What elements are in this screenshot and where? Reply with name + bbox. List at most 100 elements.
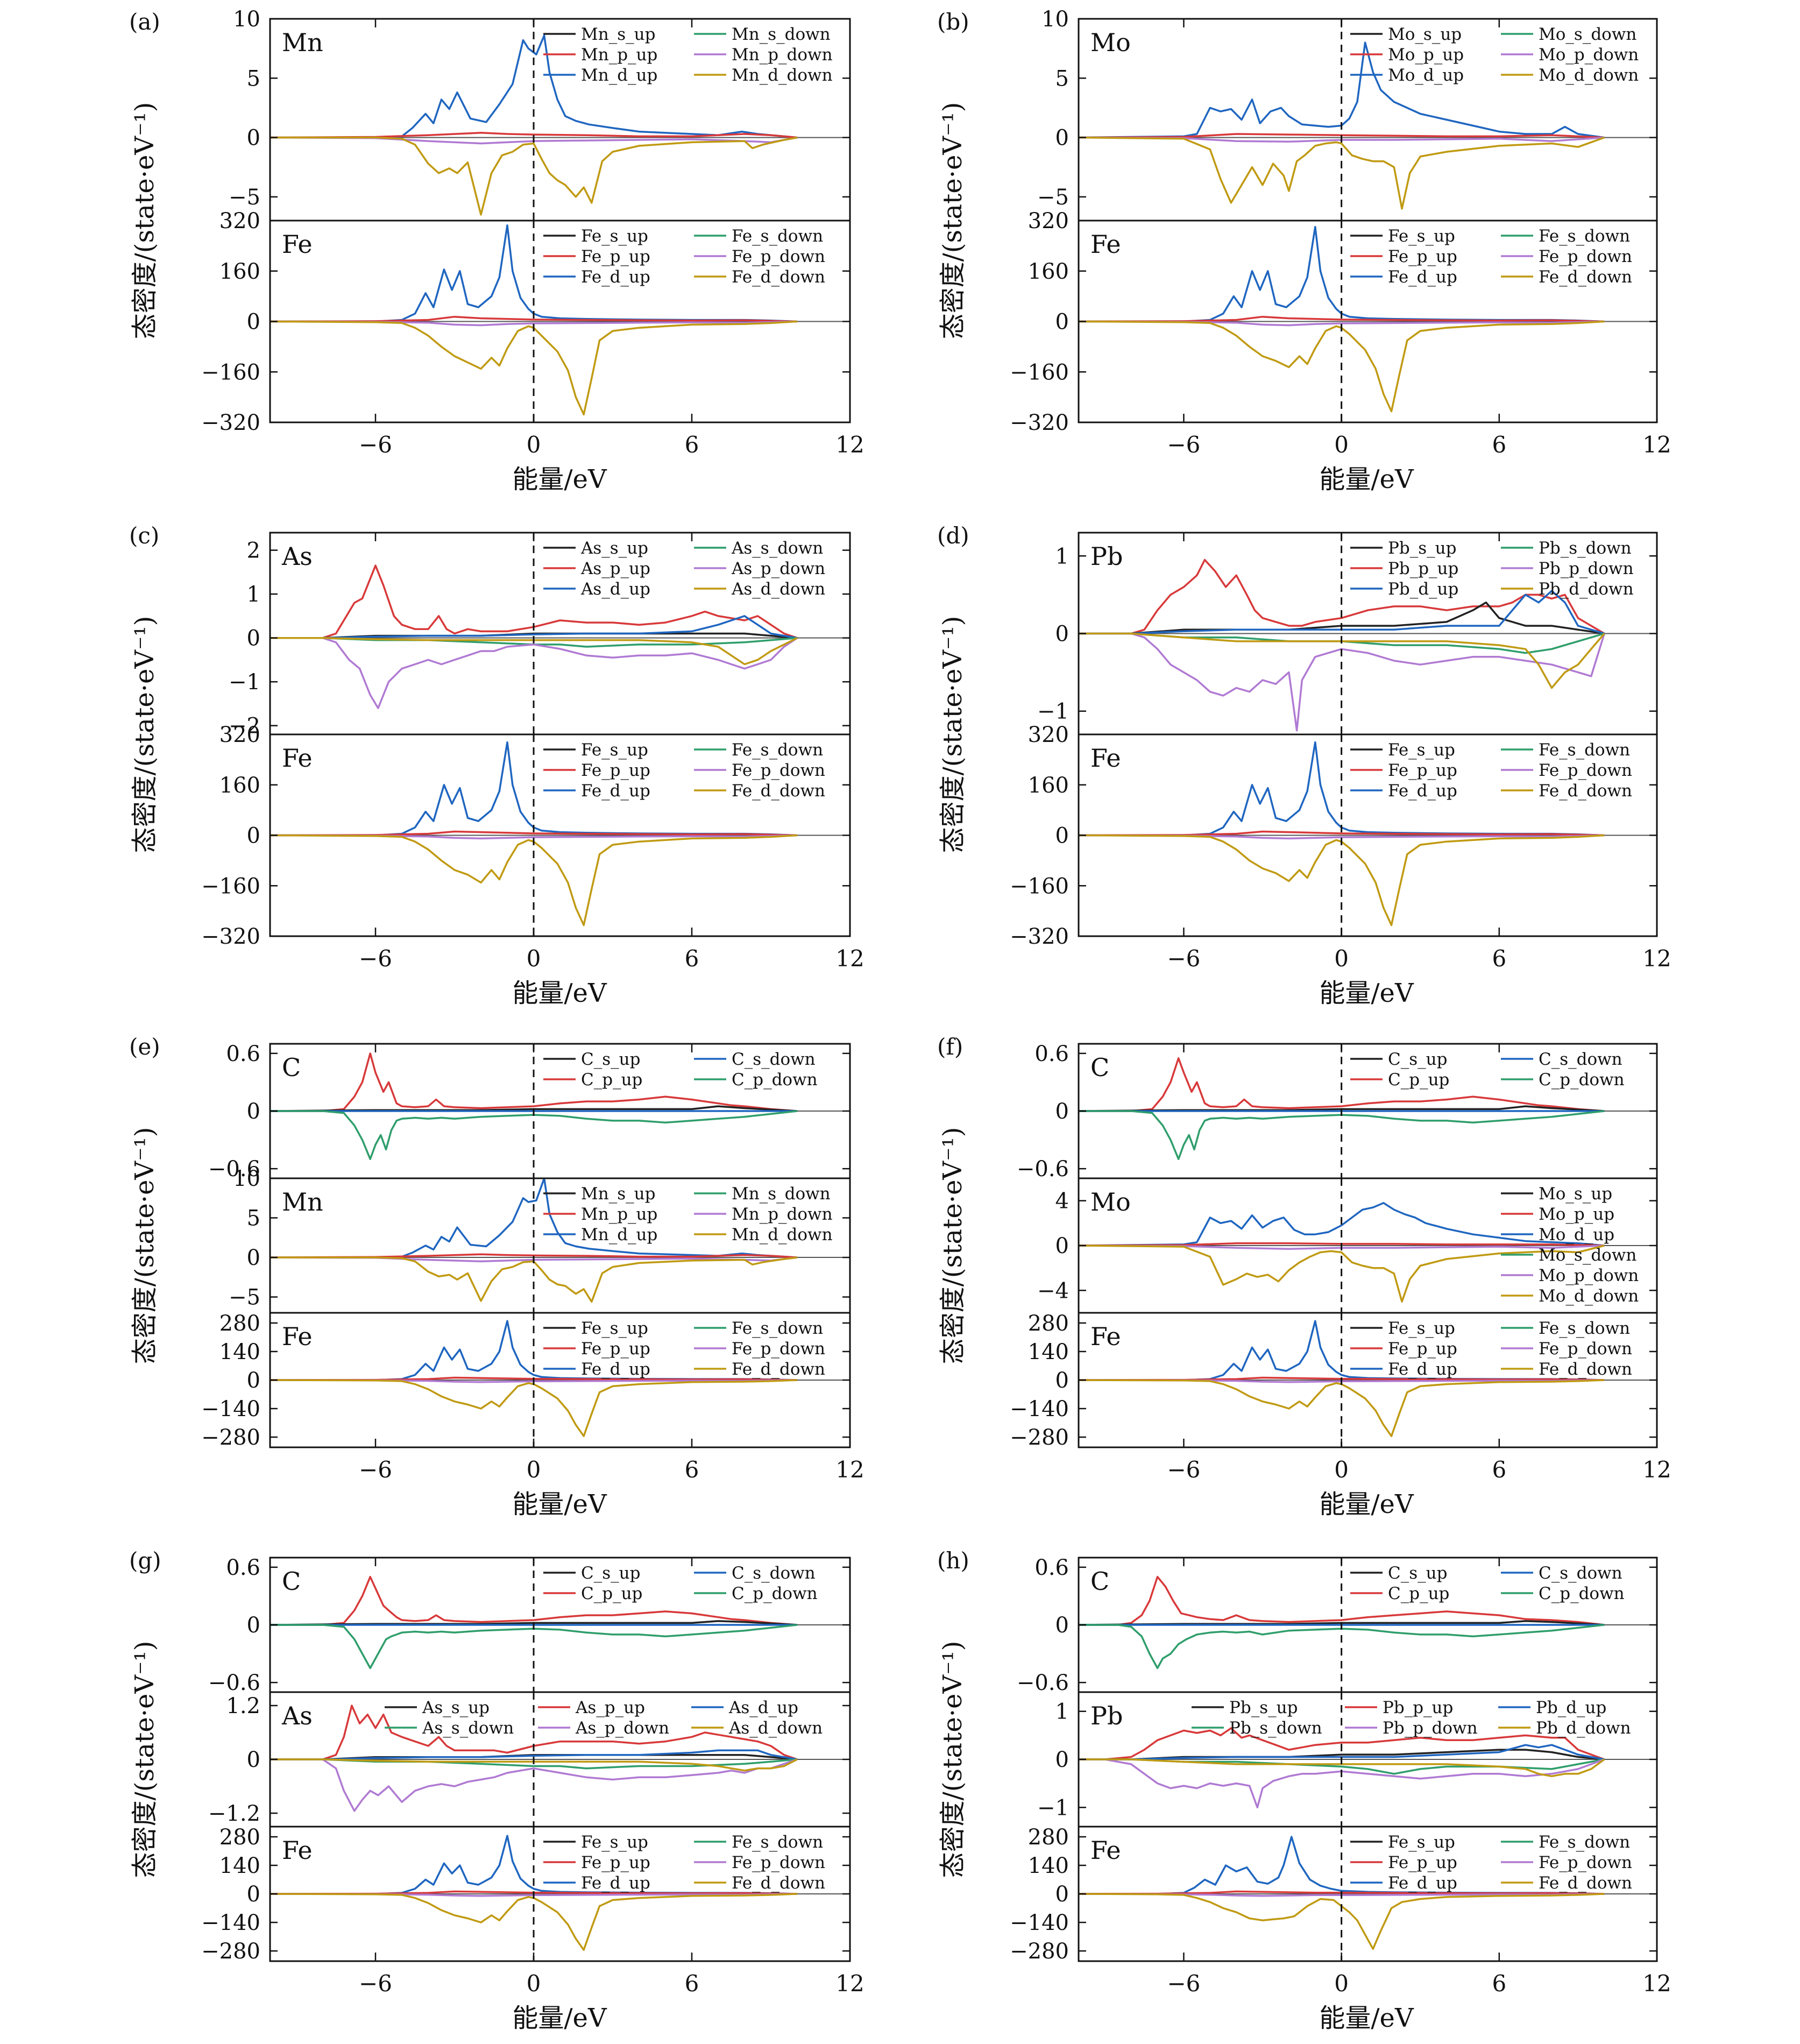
series-as-p-down bbox=[270, 1758, 798, 1812]
x-tick-label: 0 bbox=[1334, 432, 1349, 458]
y-tick-label: −320 bbox=[201, 411, 260, 435]
axes-frame bbox=[269, 18, 851, 423]
legend-label: Fe_d_up bbox=[581, 1360, 650, 1379]
legend-label: Mn_d_up bbox=[581, 1225, 657, 1244]
legend-label: Fe_s_down bbox=[732, 740, 823, 760]
legend-label: Mo_p_up bbox=[1388, 45, 1464, 65]
y-tick-label: 0.6 bbox=[1034, 1555, 1069, 1580]
y-tick-label: 280 bbox=[219, 1825, 260, 1850]
legend-label: Fe_p_up bbox=[581, 761, 650, 780]
legend-label: Fe_s_up bbox=[581, 740, 648, 760]
legend-label: Mo_d_up bbox=[1539, 1225, 1614, 1244]
series-mo-p-up bbox=[1079, 133, 1605, 139]
legend-label: Fe_d_down bbox=[1539, 267, 1632, 287]
x-tick-label: 6 bbox=[685, 945, 699, 972]
y-tick-label: 10 bbox=[1041, 7, 1069, 32]
x-tick-label: 12 bbox=[1642, 432, 1671, 458]
series-pb-s-up bbox=[1079, 602, 1605, 635]
series-mn-d-down bbox=[270, 136, 798, 216]
legend-label: Pb_p_down bbox=[1539, 559, 1634, 578]
series-fe-p-down bbox=[270, 834, 798, 840]
subplot-as: 1.2 0 −1.2 As As_s_up As_p_up As_d_up As_s_down… bbox=[208, 1691, 850, 1827]
y-tick-label: −140 bbox=[1010, 1397, 1069, 1421]
y-tick-label: −0.6 bbox=[208, 1157, 260, 1182]
subplot-fe: 320 160 0 −160 −320 Fe Fe_s_up Fe_s_down Fe_p_up… bbox=[1010, 209, 1657, 435]
x-tick-label: 12 bbox=[1642, 1970, 1671, 1997]
y-tick-label: 0 bbox=[247, 626, 260, 651]
legend-label: Fe_s_up bbox=[1388, 227, 1455, 246]
element-label: Fe bbox=[1090, 1836, 1121, 1865]
x-axis-label: 能量/eV bbox=[1319, 464, 1414, 494]
x-axis-label: 能量/eV bbox=[512, 2003, 607, 2033]
y-tick-label: −140 bbox=[201, 1911, 260, 1935]
series-fe-p-up bbox=[270, 315, 798, 323]
legend-label: Fe_p_down bbox=[1539, 761, 1632, 780]
axes-frame bbox=[269, 1557, 851, 1962]
axes-frame bbox=[1078, 1043, 1658, 1448]
element-label: Fe bbox=[282, 1836, 313, 1865]
legend-label: Fe_s_up bbox=[1388, 1319, 1455, 1338]
panel-e: (e) 0.6 0 −0.6 C C_s_up C_s_down C_p_up C_p_down… bbox=[129, 1034, 864, 1519]
legend-label: Pb_d_up bbox=[1388, 579, 1458, 599]
legend-label: C_p_up bbox=[1388, 1070, 1449, 1090]
element-label: Fe bbox=[1090, 1322, 1121, 1351]
legend-label: Fe_p_up bbox=[1388, 1853, 1457, 1872]
legend-label: Fe_p_up bbox=[581, 247, 650, 266]
element-label: Mn bbox=[282, 1187, 323, 1217]
legend-label: Fe_s_down bbox=[732, 1319, 823, 1338]
x-tick-label: 6 bbox=[685, 1456, 699, 1483]
legend-label: C_s_down bbox=[732, 1564, 816, 1583]
series-c-p-down bbox=[270, 1110, 798, 1161]
series-c-p-up bbox=[1079, 1575, 1605, 1626]
y-tick-label: 160 bbox=[1028, 773, 1069, 798]
series-fe-p-down bbox=[1079, 320, 1605, 327]
y-tick-label: 0 bbox=[1055, 126, 1069, 151]
element-label: C bbox=[1090, 1567, 1109, 1596]
legend-label: Pb_p_up bbox=[1383, 1698, 1453, 1717]
y-tick-label: 0 bbox=[247, 310, 260, 335]
legend-label: Fe_p_down bbox=[1539, 247, 1632, 266]
y-tick-label: −5 bbox=[1037, 185, 1069, 210]
series-fe-p-up bbox=[270, 1376, 798, 1381]
series-fe-p-down bbox=[270, 1893, 798, 1897]
legend-label: Pb_s_down bbox=[1539, 539, 1632, 558]
legend-label: C_p_down bbox=[732, 1584, 818, 1603]
y-tick-label: 10 bbox=[233, 1166, 260, 1191]
element-label: Fe bbox=[1090, 230, 1121, 259]
y-tick-label: 280 bbox=[1028, 1825, 1069, 1850]
y-tick-label: 10 bbox=[233, 7, 260, 32]
series-as-d-down bbox=[270, 1758, 798, 1772]
series-fe-p-down bbox=[270, 320, 798, 327]
series-fe-p-up bbox=[1079, 1376, 1605, 1381]
panel-b: (b) 10 5 0 −5 Mo Mo_s_up Mo_s_down Mo_p_up Mo_p_d… bbox=[937, 7, 1671, 494]
panel-label: (b) bbox=[937, 9, 969, 35]
y-axis-label: 态密度/(state·eV⁻¹) bbox=[938, 1641, 968, 1878]
y-tick-label: 280 bbox=[219, 1311, 260, 1336]
x-tick-label: 0 bbox=[527, 945, 541, 972]
series-c-s-up bbox=[1079, 1620, 1605, 1626]
legend-label: As_p_down bbox=[731, 559, 825, 578]
y-tick-label: 1 bbox=[247, 582, 260, 607]
legend-label: Fe_p_up bbox=[581, 1339, 650, 1359]
legend-label: Fe_d_down bbox=[732, 1360, 825, 1379]
series-fe-p-up bbox=[1079, 1890, 1605, 1895]
legend-label: C_s_up bbox=[581, 1050, 640, 1069]
subplot-fe: 280 140 0 −140 −280 Fe Fe_s_up Fe_s_down Fe_p_up… bbox=[201, 1311, 850, 1450]
legend-label: Fe_p_down bbox=[732, 1853, 825, 1872]
y-axis-label: 态密度/(state·eV⁻¹) bbox=[130, 1641, 160, 1878]
legend-label: Fe_s_up bbox=[1388, 740, 1455, 760]
y-tick-label: 0 bbox=[1055, 1099, 1069, 1124]
series-mn-d-down bbox=[270, 1256, 798, 1303]
y-tick-label: 0 bbox=[1055, 1882, 1069, 1907]
series-mn-p-down bbox=[270, 136, 798, 145]
legend-label: C_s_down bbox=[1539, 1564, 1622, 1583]
series-as-d-up bbox=[270, 1749, 798, 1760]
y-tick-label: 140 bbox=[1028, 1340, 1069, 1364]
series-c-p-down bbox=[1079, 1624, 1605, 1670]
series-mn-p-up bbox=[270, 132, 798, 139]
legend-label: C_s_up bbox=[1388, 1050, 1447, 1069]
series-pb-s-up bbox=[1079, 1749, 1605, 1760]
y-tick-label: −1 bbox=[1037, 699, 1069, 724]
legend-label: Fe_p_up bbox=[1388, 1339, 1457, 1359]
